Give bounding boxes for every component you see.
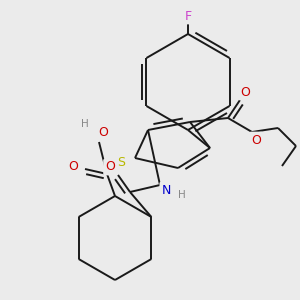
Text: F: F — [184, 10, 192, 22]
Text: S: S — [117, 157, 125, 169]
Text: O: O — [251, 134, 261, 146]
Text: H: H — [81, 119, 89, 129]
Text: H: H — [178, 190, 186, 200]
Text: N: N — [161, 184, 171, 196]
Text: O: O — [105, 160, 115, 173]
Text: O: O — [98, 125, 108, 139]
Text: O: O — [68, 160, 78, 173]
Text: O: O — [240, 85, 250, 98]
